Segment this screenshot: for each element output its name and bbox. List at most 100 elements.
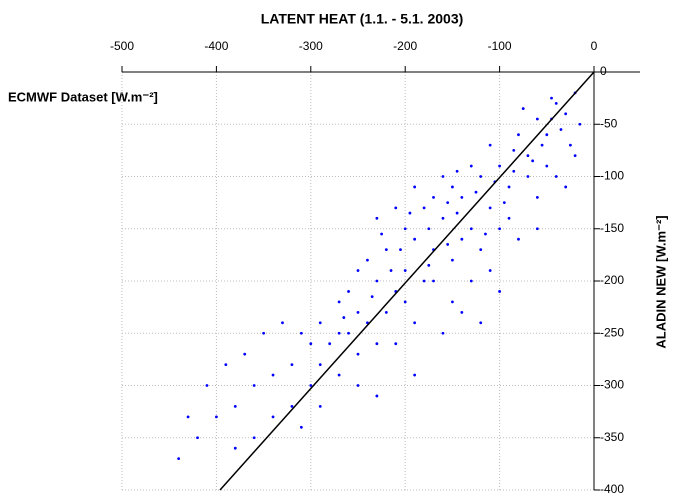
point (356, 310, 360, 314)
x-tick-label: -300 (299, 39, 323, 53)
reference-line (219, 71, 595, 491)
point (337, 331, 341, 335)
point (531, 159, 535, 163)
point (252, 384, 256, 387)
point (224, 363, 228, 366)
point (554, 175, 558, 178)
point (309, 342, 313, 346)
x-axis-label: ECMWF Dataset [W.m⁻²] (8, 89, 158, 104)
point (569, 143, 572, 147)
point (375, 342, 379, 346)
point (507, 216, 511, 220)
y-tick-label: -350 (600, 430, 624, 444)
point (526, 154, 530, 158)
y-tick-label: -150 (600, 221, 624, 235)
point (318, 405, 322, 408)
point (375, 394, 379, 398)
chart-title: LATENT HEAT (1.1. - 5.1. 2003) (261, 11, 464, 27)
point (451, 300, 454, 304)
point (540, 143, 544, 147)
point (262, 331, 265, 335)
point (535, 117, 539, 121)
point (432, 279, 435, 283)
x-tick-label: -200 (393, 39, 417, 53)
point (474, 190, 478, 194)
point (233, 405, 237, 408)
point (375, 216, 379, 220)
point (469, 279, 473, 283)
point (413, 373, 417, 377)
point (432, 196, 435, 199)
point (328, 342, 332, 346)
y-tick-label: -50 (600, 116, 618, 130)
point (427, 263, 431, 267)
y-tick-label: -400 (600, 482, 624, 496)
point (215, 415, 218, 419)
point (521, 107, 525, 110)
point (196, 436, 199, 440)
point (413, 185, 417, 189)
points (177, 91, 582, 461)
point (366, 258, 369, 262)
point (455, 169, 459, 173)
point (460, 310, 464, 314)
point (271, 373, 275, 377)
point (479, 175, 483, 178)
point (299, 331, 303, 335)
point (342, 316, 346, 319)
y-tick-label: -100 (600, 169, 624, 183)
point (512, 148, 516, 152)
point (469, 227, 473, 231)
point (498, 290, 501, 293)
y-tick-label: -300 (600, 378, 624, 392)
point (498, 227, 501, 231)
point (484, 232, 487, 236)
x-tick-label: -500 (110, 39, 134, 53)
point (337, 373, 341, 377)
y-axis-label: ALADIN NEW [W.m⁻²] (653, 215, 668, 348)
point (403, 269, 407, 272)
point (460, 237, 464, 241)
point (460, 196, 464, 199)
point (441, 331, 445, 335)
point (422, 206, 426, 210)
point (550, 96, 553, 100)
point (271, 415, 275, 419)
y-tick-label: -200 (600, 273, 624, 287)
point (394, 206, 398, 210)
grid (121, 71, 595, 491)
point (408, 211, 412, 215)
point (517, 237, 520, 241)
point (290, 363, 294, 366)
point (502, 201, 506, 205)
point (512, 169, 516, 173)
point (479, 248, 483, 252)
point (384, 248, 388, 252)
point (318, 321, 322, 325)
x-tick-label: 0 (591, 39, 598, 53)
point (380, 232, 383, 236)
point (403, 227, 407, 231)
point (347, 331, 350, 335)
point (554, 101, 558, 105)
point (356, 352, 360, 356)
point (375, 279, 379, 283)
y-tick-label: -250 (600, 325, 624, 339)
point (422, 279, 426, 283)
point (413, 237, 417, 241)
point (356, 269, 360, 272)
point (535, 196, 539, 199)
point (399, 248, 402, 252)
point (186, 415, 190, 419)
point (394, 342, 398, 346)
y-tick-label: 0 (600, 64, 607, 78)
point (205, 384, 209, 387)
point (413, 321, 417, 325)
point (535, 227, 539, 231)
x-tick-label: -100 (488, 39, 512, 53)
point (299, 425, 303, 429)
point (243, 352, 247, 356)
point (498, 164, 501, 168)
point (281, 321, 284, 325)
point (488, 206, 492, 210)
